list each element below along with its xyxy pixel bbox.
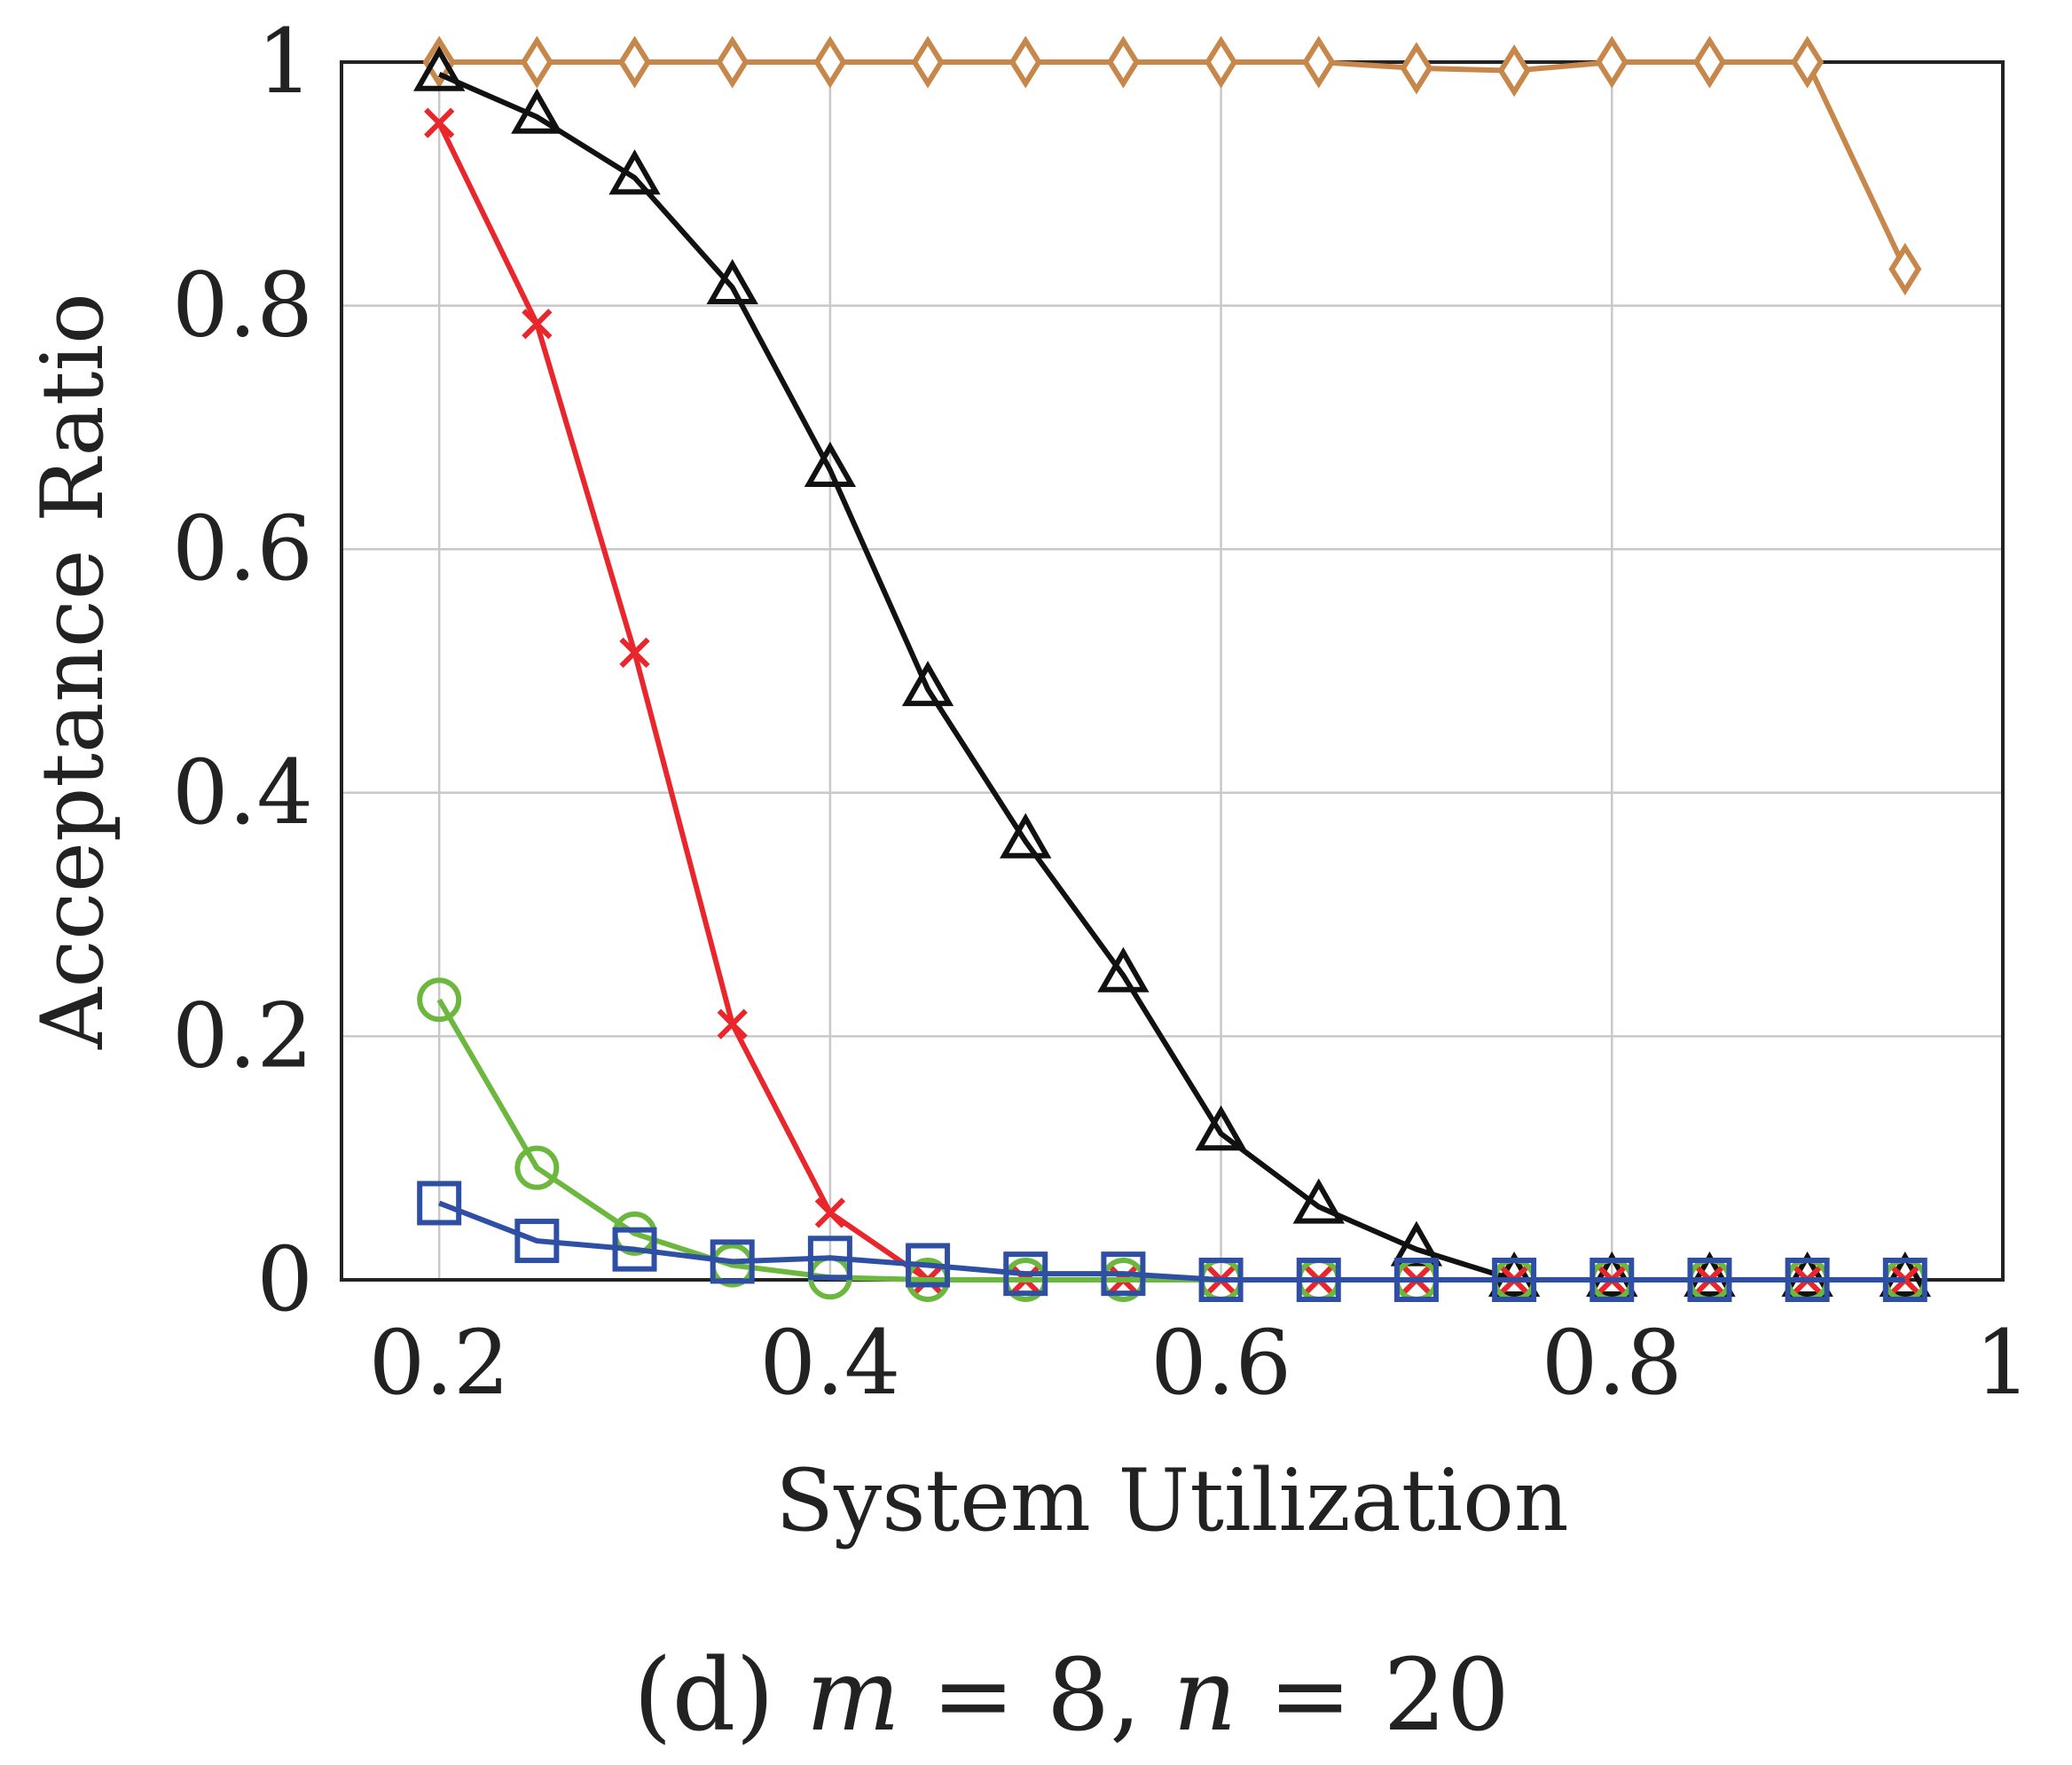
data-point-triangle (1097, 946, 1150, 992)
data-point-diamond (716, 35, 750, 89)
data-point-triangle (1195, 1105, 1247, 1151)
data-point-diamond (1497, 43, 1531, 98)
data-point-square (807, 1236, 852, 1281)
data-point-diamond (1302, 35, 1336, 89)
y-tick-label: 0.8 (172, 254, 313, 357)
data-point-cross (619, 637, 650, 669)
y-tick-label: 0.6 (172, 497, 313, 600)
y-axis-label: Acceptance Ratio (23, 293, 122, 1050)
data-point-cross (814, 1197, 846, 1228)
data-point-triangle (608, 149, 661, 195)
y-tick-label: 0.4 (172, 741, 313, 844)
x-tick-label: 0.6 (1150, 1311, 1291, 1415)
series-line-square (438, 1200, 1905, 1283)
data-point-diamond (813, 35, 847, 89)
caption-var-n: n (1173, 1638, 1236, 1753)
data-point-triangle (1390, 1220, 1443, 1267)
data-point-square (1003, 1251, 1048, 1297)
data-point-square (906, 1243, 951, 1288)
caption-prefix: (d) (633, 1638, 806, 1753)
x-tick-label: 0.4 (759, 1311, 900, 1415)
data-point-triangle (1586, 1251, 1638, 1297)
data-point-triangle (413, 45, 466, 91)
data-point-square (1101, 1251, 1146, 1297)
data-point-triangle (1879, 1251, 1931, 1297)
figure-caption: (d) m = 8, n = 20 (633, 1638, 1510, 1753)
data-point-square (1198, 1258, 1244, 1302)
data-point-circle (514, 1145, 560, 1190)
data-point-circle (417, 977, 462, 1023)
plot-area-frame (340, 60, 2005, 1282)
x-axis-label: System Utilization (775, 1451, 1569, 1550)
data-point-diamond (422, 35, 456, 89)
data-point-triangle (511, 88, 563, 134)
series-cross (424, 107, 1920, 1296)
series-line-diamond (439, 59, 1908, 271)
data-point-diamond (911, 35, 945, 89)
data-point-diamond (520, 35, 553, 89)
caption-var-m: m (806, 1638, 900, 1753)
data-point-diamond (1009, 35, 1042, 89)
data-point-square (1296, 1258, 1341, 1302)
data-point-diamond (1205, 35, 1238, 89)
data-point-cross (717, 1008, 748, 1039)
x-tick-label: 1 (1974, 1311, 2031, 1415)
grid-lines (341, 60, 2005, 1282)
data-point-diamond (1595, 35, 1629, 89)
data-point-square (612, 1227, 657, 1272)
series-diamond (422, 35, 1922, 296)
data-point-triangle (804, 441, 857, 487)
data-point-square (1785, 1258, 1830, 1302)
data-point-square (1589, 1258, 1635, 1302)
data-point-square (1882, 1258, 1927, 1302)
caption-eq-m: = 8, (900, 1638, 1173, 1753)
data-point-square (710, 1239, 755, 1284)
data-point-triangle (1684, 1251, 1736, 1297)
caption-eq-n: = 20 (1236, 1638, 1510, 1753)
series-layer (413, 35, 1931, 1302)
y-tick-label: 1 (256, 10, 313, 114)
y-tick-label: 0.2 (172, 984, 313, 1087)
y-tick-label: 0 (256, 1228, 313, 1331)
data-point-diamond (1692, 35, 1727, 89)
data-point-triangle (1487, 1251, 1541, 1297)
data-point-diamond (1106, 35, 1140, 89)
data-point-cross (424, 107, 455, 138)
series-line-cross (436, 122, 1905, 1283)
data-point-triangle (1292, 1178, 1345, 1224)
data-point-square (1393, 1258, 1439, 1302)
data-point-square (417, 1181, 462, 1226)
data-point-diamond (1888, 242, 1922, 296)
data-point-square (1492, 1258, 1537, 1302)
data-point-triangle (901, 661, 954, 707)
data-point-cross (522, 309, 553, 340)
series-triangle (413, 45, 1931, 1297)
x-tick-label: 0.8 (1542, 1311, 1683, 1415)
data-point-triangle (706, 258, 758, 305)
data-point-diamond (617, 35, 652, 89)
data-point-triangle (1781, 1251, 1833, 1297)
data-point-triangle (1000, 812, 1052, 859)
data-point-square (1687, 1258, 1732, 1302)
series-line-circle (436, 998, 1905, 1283)
data-point-square (514, 1219, 560, 1264)
data-point-diamond (1400, 42, 1433, 95)
series-line-triangle (437, 71, 1905, 1283)
data-point-diamond (1791, 35, 1825, 89)
series-square (417, 1181, 1927, 1302)
x-tick-label: 0.2 (369, 1311, 510, 1415)
tick-labels: 0.2 0.4 0.6 0.8 1 0 0.2 0.4 0.6 0.8 1 (172, 10, 2031, 1415)
